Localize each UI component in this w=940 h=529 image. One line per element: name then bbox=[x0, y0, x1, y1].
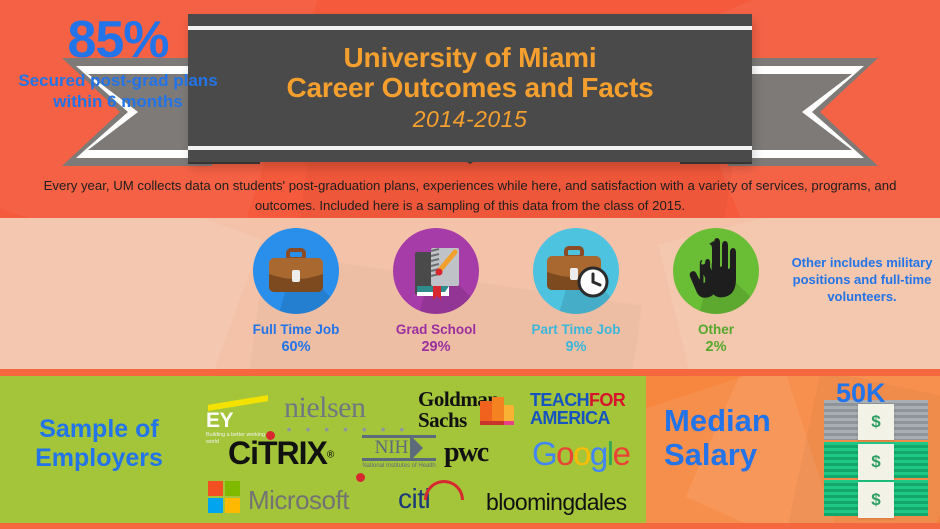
money-band: $ bbox=[858, 482, 894, 518]
money-band: $ bbox=[858, 404, 894, 440]
ribbon-tail-right-icon bbox=[728, 58, 878, 166]
ms-tile-green bbox=[225, 481, 240, 496]
logo-google-e: e bbox=[612, 435, 631, 472]
money-stack-icon: $ $ $ bbox=[824, 400, 928, 520]
logo-citrix: CiTRIX® bbox=[228, 431, 408, 482]
microsoft-tiles-icon bbox=[208, 481, 242, 515]
page-title-line1: University of Miami bbox=[343, 41, 597, 73]
bottom-band: Sample of Employers EY Building a better… bbox=[0, 375, 940, 529]
outcome-other: Other 2% bbox=[646, 228, 786, 373]
logo-tfa-america: AMERICA bbox=[530, 408, 610, 428]
logo-teach-for-america: TEACHFOR AMERICA bbox=[530, 391, 642, 427]
notebook-pencil-icon bbox=[393, 228, 479, 314]
salary-title-line2: Salary bbox=[664, 437, 758, 473]
logo-microsoft: Microsoft bbox=[208, 481, 388, 521]
headline-stat: 85% Secured post-grad plans within 6 mon… bbox=[12, 14, 224, 112]
logo-google-g1: G bbox=[532, 435, 558, 472]
outcome-percent: 60% bbox=[281, 338, 311, 355]
other-note: Other includes military positions and fu… bbox=[791, 255, 933, 304]
divider-strip-bottom bbox=[0, 523, 940, 529]
outcome-label: Grad School bbox=[395, 322, 477, 337]
outcome-part-time-job: Part Time Job 9% bbox=[506, 228, 646, 373]
logo-goldman-sachs: Goldman Sachs bbox=[418, 389, 524, 430]
headline-caption: Secured post-grad plans within 6 months bbox=[18, 71, 218, 111]
salary-amount: 50K bbox=[836, 378, 886, 408]
logo-citrix-text: CiTRIX bbox=[228, 435, 328, 471]
employers-title-line1: Sample of bbox=[39, 415, 159, 443]
title-plaque: University of Miami Career Outcomes and … bbox=[188, 14, 752, 162]
outcome-percent: 2% bbox=[705, 338, 727, 355]
logo-ey: EY Building a better working world bbox=[198, 391, 272, 445]
outcome-full-time-job: Full Time Job 60% bbox=[226, 228, 366, 373]
ms-tile-yellow bbox=[225, 498, 240, 513]
logo-nielsen-text: nielsen bbox=[284, 391, 366, 424]
citrix-dot-icon bbox=[266, 431, 275, 440]
logo-microsoft-text: Microsoft bbox=[248, 485, 349, 515]
ribbon-tail-left-icon bbox=[62, 58, 212, 166]
employers-panel bbox=[0, 375, 646, 529]
outcome-grad-school: Grad School 29% bbox=[366, 228, 506, 373]
logo-bloomingdales: bloomingdales bbox=[486, 489, 627, 515]
logo-ey-text: EY bbox=[206, 409, 234, 432]
logo-nih: NIH National Institutes of Health bbox=[362, 435, 436, 471]
raised-hands-icon bbox=[673, 228, 759, 314]
plaque-stripe-top bbox=[188, 26, 752, 30]
outcome-percent: 29% bbox=[421, 338, 451, 355]
logo-nih-text: NIH bbox=[374, 437, 409, 458]
money-band: $ bbox=[858, 444, 894, 480]
goldman-blocks-icon bbox=[478, 395, 518, 429]
page-title-line2: Career Outcomes and Facts bbox=[286, 72, 654, 103]
intro-paragraph: Every year, UM collects data on students… bbox=[43, 178, 897, 214]
logo-ey-tagline: Building a better working world bbox=[206, 432, 266, 446]
salary-title: Median Salary bbox=[664, 403, 844, 473]
outcome-label: Other bbox=[697, 322, 734, 337]
logo-google-g2: g bbox=[589, 435, 608, 472]
logo-tfa-teach: TEACH bbox=[530, 390, 590, 410]
outcome-label: Part Time Job bbox=[531, 322, 621, 337]
briefcase-clock-icon bbox=[533, 228, 619, 314]
logo-nih-subtitle: National Institutes of Health bbox=[362, 463, 436, 469]
headline-percent: 85% bbox=[67, 11, 169, 69]
ms-tile-red bbox=[208, 481, 223, 496]
header-band: University of Miami Career Outcomes and … bbox=[0, 0, 940, 218]
logo-nielsen: nielsen • • • • • • • bbox=[284, 391, 412, 437]
divider-strip-top bbox=[0, 369, 940, 376]
page-title-years: 2014-2015 bbox=[412, 106, 528, 133]
logo-citi: citi bbox=[398, 480, 482, 515]
ms-tile-blue bbox=[208, 498, 223, 513]
salary-title-line1: Median bbox=[664, 403, 771, 438]
nih-arrow-icon bbox=[410, 435, 424, 461]
nielsen-dots-icon: • • • • • • • bbox=[286, 421, 410, 437]
logo-google-o1: o bbox=[556, 435, 574, 472]
employers-title: Sample of Employers bbox=[6, 415, 192, 473]
logo-google-o2: o bbox=[573, 435, 591, 472]
outcome-percent: 9% bbox=[565, 338, 587, 355]
logo-tfa-for: FOR bbox=[589, 390, 626, 410]
briefcase-icon bbox=[253, 228, 339, 314]
employer-logos: EY Building a better working world niels… bbox=[190, 379, 642, 525]
plaque-stripe-bottom bbox=[188, 146, 752, 150]
logo-google: Google bbox=[532, 435, 631, 473]
logo-tfa-row1: TEACHFOR bbox=[530, 391, 642, 409]
nih-mark-icon: NIH bbox=[362, 435, 436, 461]
logo-goldman-line2: Sachs bbox=[418, 407, 467, 432]
outcomes-row: Full Time Job 60% bbox=[226, 228, 786, 373]
logo-goldman-line1: Goldman bbox=[418, 387, 499, 411]
logo-google-l: l bbox=[606, 435, 614, 472]
employers-title-line2: Employers bbox=[35, 443, 163, 472]
logo-citrix-reg: ® bbox=[326, 449, 335, 461]
background-facet bbox=[0, 218, 262, 375]
logo-pwc: pwc bbox=[444, 437, 489, 468]
outcome-label: Full Time Job bbox=[252, 322, 340, 337]
citrix-dot-icon bbox=[356, 473, 365, 482]
